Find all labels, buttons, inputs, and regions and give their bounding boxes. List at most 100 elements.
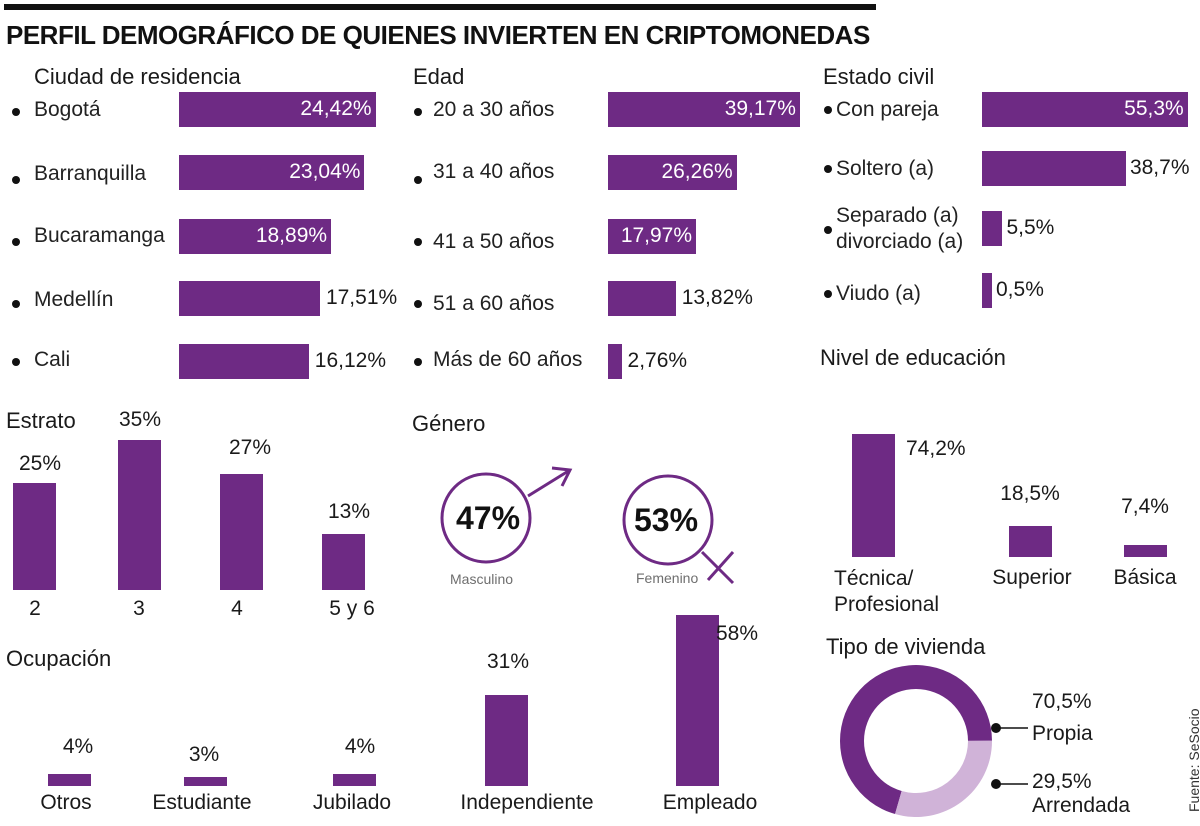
category-label-edad-3: 51 a 60 años	[433, 292, 555, 315]
bar-edad-0	[608, 91, 800, 127]
bar-ocupacion-4	[676, 614, 719, 786]
bullet-edad-2	[414, 238, 422, 246]
category-label-civil-0: Con pareja	[836, 98, 939, 121]
chart-title-civil: Estado civil	[823, 64, 935, 89]
category-label-ciudad-4: Cali	[34, 348, 71, 371]
bullet-edad-0	[414, 108, 422, 116]
category-label-edad-2: 41 a 50 años	[433, 230, 555, 253]
category-label-edad-4: Más de 60 años	[433, 348, 583, 371]
value-label-educacion-2: 7,4%	[1121, 495, 1169, 518]
bar-civil-3	[982, 272, 992, 308]
bar-edad-1	[608, 154, 737, 190]
category-label-edad-1: 31 a 40 años	[433, 160, 555, 183]
bar-estrato-1	[118, 439, 161, 590]
category-label-educacion-2: Básica	[1113, 566, 1177, 589]
value-label-edad-4: 2,76%	[627, 349, 688, 372]
bullet-civil-2	[824, 226, 832, 234]
category-label-ocupacion-4: Empleado	[662, 791, 758, 814]
category-label-estrato-3: 5 y 6	[329, 597, 375, 620]
bullet-civil-3	[824, 290, 832, 298]
bar-estrato-3	[322, 534, 365, 590]
value-label-ciudad-3: 17,51%	[325, 286, 398, 309]
category-label-civil-3: Viudo (a)	[836, 282, 921, 305]
category-label-educacion-0: Técnica/ Profesional	[834, 567, 940, 616]
bar-estrato-0	[13, 482, 56, 590]
value-label-ocupacion-3: 31%	[486, 650, 530, 673]
category-label-ciudad-1: Barranquilla	[34, 162, 147, 185]
value-label-ocupacion-0: 4%	[62, 735, 94, 758]
category-label-ocupacion-0: Otros	[40, 791, 92, 814]
category-label-educacion-1: Superior	[992, 566, 1072, 589]
chart-title-estrato: Estrato	[6, 408, 76, 433]
bullet-edad-3	[414, 300, 422, 308]
gender-symbols	[440, 466, 735, 585]
value-label-edad-0: 39,17%	[724, 97, 796, 120]
bullet-civil-1	[824, 165, 832, 173]
value-label-ocupacion-4: 58%	[716, 622, 759, 645]
category-label-civil-2: Separado (a) divorciado (a)	[836, 204, 964, 253]
bullet-ciudad-2	[12, 238, 20, 246]
value-label-edad-2: 17,97%	[620, 224, 693, 247]
female-cross-bar	[706, 551, 735, 581]
female-circle	[622, 474, 714, 566]
bullet-ciudad-4	[12, 358, 20, 366]
value-label-educacion-1: 18,5%	[1000, 482, 1060, 505]
value-label-civil-3: 0,5%	[996, 278, 1044, 301]
chart-title-edad: Edad	[413, 64, 465, 89]
bar-ciudad-2	[179, 218, 332, 254]
category-label-ciudad-2: Bucaramanga	[34, 224, 165, 247]
male-arrow-head	[551, 466, 573, 487]
value-label-estrato-3: 13%	[327, 500, 371, 523]
value-label-vivienda-1: 29,5%	[1032, 770, 1092, 793]
category-label-ocupacion-2: Jubilado	[312, 791, 392, 814]
category-label-estrato-0: 2	[29, 597, 41, 620]
category-label-ocupacion-3: Independiente	[460, 791, 594, 814]
top-rule	[4, 4, 876, 10]
bullet-civil-0	[824, 106, 832, 114]
source-note: Fuente: SeSocio	[1186, 708, 1200, 812]
value-label-ocupacion-1: 3%	[188, 743, 220, 766]
value-label-edad-1: 26,26%	[661, 160, 733, 183]
value-label-ciudad-2: 18,89%	[255, 224, 328, 247]
category-label-ciudad-3: Medellín	[34, 288, 114, 311]
bar-civil-2	[982, 210, 1003, 246]
pct-label-masculino: 47%	[456, 500, 521, 536]
category-label-ciudad-0: Bogotá	[34, 98, 101, 121]
value-label-ciudad-4: 16,12%	[314, 349, 386, 372]
donut-leaders	[991, 723, 1028, 789]
bar-ciudad-4	[179, 343, 309, 379]
value-label-estrato-1: 35%	[118, 408, 162, 431]
category-label-estrato-2: 4	[231, 597, 243, 620]
category-label-estrato-1: 3	[133, 597, 145, 620]
value-label-civil-1: 38,7%	[1129, 156, 1190, 179]
donut-slice-0	[840, 665, 992, 815]
donut-slice-1	[895, 740, 992, 817]
bar-ciudad-0	[179, 91, 376, 127]
value-label-vivienda-0: 70,5%	[1032, 690, 1092, 713]
bar-educacion-0	[852, 433, 895, 557]
value-label-edad-3: 13,82%	[681, 286, 753, 309]
category-label-vivienda-0: Propia	[1032, 722, 1093, 745]
bar-ocupacion-1	[184, 777, 227, 786]
value-label-estrato-2: 27%	[228, 436, 272, 459]
bar-edad-2	[608, 218, 697, 254]
bar-civil-0	[982, 91, 1188, 127]
bar-civil-1	[982, 150, 1126, 186]
bar-educacion-1	[1009, 526, 1052, 557]
bullet-ciudad-3	[12, 300, 20, 308]
bullet-edad-1	[414, 176, 422, 184]
bar-estrato-2	[220, 473, 263, 590]
page-title: PERFIL DEMOGRÁFICO DE QUIENES INVIERTEN …	[6, 20, 870, 50]
bar-ocupacion-3	[485, 694, 528, 786]
bar-edad-3	[608, 280, 676, 316]
value-label-civil-2: 5,5%	[1006, 216, 1055, 239]
bar-educacion-2	[1124, 544, 1167, 557]
chart-title-ciudad: Ciudad de residencia	[34, 64, 241, 89]
male-circle	[440, 472, 532, 564]
bar-ocupacion-0	[48, 774, 91, 786]
bar-edad-4	[608, 343, 622, 379]
chart-title-vivienda: Tipo de vivienda	[826, 634, 986, 659]
value-label-ciudad-0: 24,42%	[300, 97, 372, 120]
chart-title-genero: Género	[412, 411, 486, 436]
